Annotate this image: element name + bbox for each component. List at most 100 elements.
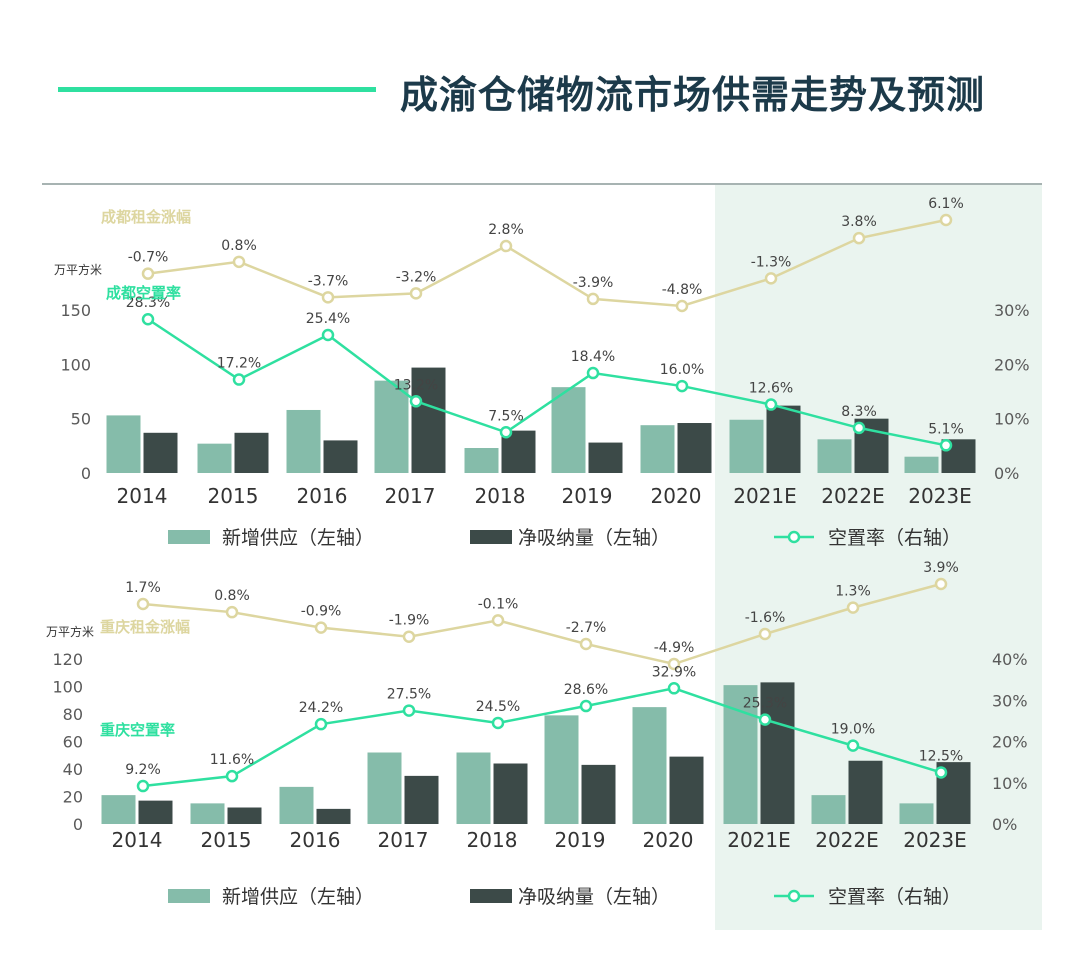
left-axis-tick: 40 xyxy=(63,760,83,779)
category-label: 2021E xyxy=(727,828,791,852)
supply-bar xyxy=(197,443,232,473)
absorption-bar xyxy=(143,432,178,473)
rent-growth-point xyxy=(141,267,155,280)
category-label: 2022E xyxy=(815,828,879,852)
supply-bar xyxy=(729,419,764,473)
legend-absorption-swatch xyxy=(470,530,512,544)
absorption-bar xyxy=(411,367,446,473)
absorption-bar xyxy=(493,763,528,824)
absorption-bar xyxy=(760,682,795,824)
rent-growth-point xyxy=(314,621,328,634)
vacancy-point xyxy=(321,328,335,342)
vacancy-label: 8.3% xyxy=(841,404,877,420)
legend-vacancy-label: 空置率（右轴） xyxy=(828,527,961,549)
vacancy-title: 成都空置率 xyxy=(106,284,181,302)
rent-growth-point xyxy=(402,630,416,643)
supply-bar xyxy=(544,715,579,824)
rent-growth-label: 0.8% xyxy=(221,238,257,254)
legend-vacancy-marker xyxy=(787,889,801,903)
rent-growth-line xyxy=(142,582,942,666)
category-label: 2016 xyxy=(297,484,348,508)
supply-bar xyxy=(640,425,675,473)
supply-bar xyxy=(464,448,499,473)
left-axis-tick: 50 xyxy=(71,410,91,429)
right-axis-tick: 0% xyxy=(992,815,1017,834)
rent-growth-label: -3.9% xyxy=(573,275,614,291)
vacancy-label: 32.9% xyxy=(652,664,696,680)
vacancy-point xyxy=(136,779,150,793)
legend-supply-swatch xyxy=(168,530,210,544)
legend-supply-swatch xyxy=(168,889,210,903)
rent-growth-point xyxy=(225,605,239,619)
vacancy-label: 12.6% xyxy=(749,381,793,397)
rent-growth-label: -0.9% xyxy=(301,604,342,620)
vacancy-point xyxy=(314,717,328,731)
category-label: 2015 xyxy=(208,484,259,508)
rent-growth-point xyxy=(934,577,948,591)
absorption-bar xyxy=(316,808,351,824)
rent-growth-line xyxy=(147,218,947,308)
left-axis-unit: 万平方米 xyxy=(46,624,94,639)
right-axis-tick: 10% xyxy=(994,410,1030,429)
vacancy-point xyxy=(499,426,513,439)
rent-growth-title: 成都租金涨幅 xyxy=(101,208,191,226)
supply-bar xyxy=(817,439,852,473)
category-label: 2014 xyxy=(117,484,168,508)
category-label: 2023E xyxy=(908,484,972,508)
vacancy-label: 17.2% xyxy=(217,356,261,372)
left-axis-tick: 0 xyxy=(73,815,83,834)
absorption-bar xyxy=(404,775,439,824)
left-axis-tick: 80 xyxy=(63,705,83,724)
category-label: 2023E xyxy=(903,828,967,852)
vacancy-point xyxy=(491,716,505,730)
category-label: 2021E xyxy=(733,484,797,508)
rent-growth-label: -2.7% xyxy=(566,620,607,636)
legend-absorption-label: 净吸纳量（左轴） xyxy=(518,527,670,549)
rent-growth-point xyxy=(667,657,681,671)
vacancy-label: 25.4% xyxy=(306,311,350,327)
absorption-bar xyxy=(766,405,801,473)
absorption-bar xyxy=(588,442,623,473)
rent-growth-point xyxy=(758,627,772,641)
supply-bar xyxy=(374,380,409,473)
legend-vacancy-label: 空置率（右轴） xyxy=(828,886,961,908)
vacancy-label: 28.3% xyxy=(126,295,170,311)
left-axis-unit: 万平方米 xyxy=(54,262,102,277)
header-accent-line xyxy=(58,87,376,92)
rent-growth-label: 3.9% xyxy=(923,560,959,576)
rent-growth-point xyxy=(232,255,246,269)
vacancy-label: 28.6% xyxy=(564,682,608,698)
rent-growth-label: -1.6% xyxy=(745,610,786,626)
vacancy-label: 12.5% xyxy=(919,748,963,764)
vacancy-label: 24.5% xyxy=(476,699,520,715)
left-axis-tick: 150 xyxy=(60,301,91,320)
absorption-bar xyxy=(677,423,712,473)
vacancy-label: 13.2% xyxy=(394,377,438,393)
absorption-bar xyxy=(138,800,173,824)
rent-growth-point xyxy=(136,597,150,611)
rent-growth-label: 2.8% xyxy=(488,222,524,238)
vacancy-point xyxy=(409,395,423,408)
vacancy-point xyxy=(402,704,416,717)
right-axis-tick: 0% xyxy=(994,464,1019,483)
vacancy-point xyxy=(846,739,860,752)
category-label: 2018 xyxy=(475,484,526,508)
category-label: 2016 xyxy=(290,828,341,852)
absorption-bar xyxy=(669,756,704,824)
vacancy-point xyxy=(939,439,953,452)
vacancy-label: 7.5% xyxy=(488,408,524,424)
supply-bar xyxy=(904,456,939,473)
supply-bar xyxy=(106,415,141,473)
category-label: 2020 xyxy=(643,828,694,852)
rent-growth-label: -4.9% xyxy=(654,640,695,656)
category-label: 2014 xyxy=(112,828,163,852)
category-label: 2020 xyxy=(651,484,702,508)
vacancy-label: 9.2% xyxy=(125,762,161,778)
supply-bar xyxy=(811,795,846,824)
rent-growth-label: -3.7% xyxy=(308,273,349,289)
supply-bar xyxy=(190,803,225,824)
vacancy-point xyxy=(141,312,155,326)
category-label: 2022E xyxy=(821,484,885,508)
